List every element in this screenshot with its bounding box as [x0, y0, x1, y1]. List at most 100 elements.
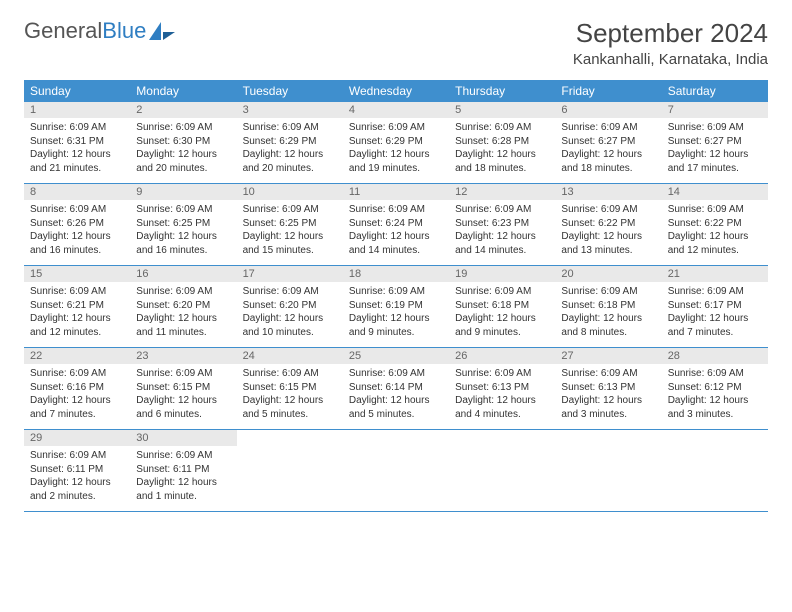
sunset-line: Sunset: 6:29 PM: [349, 135, 443, 149]
day-details: Sunrise: 6:09 AMSunset: 6:30 PMDaylight:…: [130, 118, 236, 183]
daylight-line: Daylight: 12 hours and 18 minutes.: [561, 148, 655, 175]
sunset-line: Sunset: 6:31 PM: [30, 135, 124, 149]
day-details: Sunrise: 6:09 AMSunset: 6:21 PMDaylight:…: [24, 282, 130, 347]
calendar-cell: 22Sunrise: 6:09 AMSunset: 6:16 PMDayligh…: [24, 348, 130, 430]
brand-part2: Blue: [102, 18, 146, 44]
daylight-line: Daylight: 12 hours and 10 minutes.: [243, 312, 337, 339]
sunrise-line: Sunrise: 6:09 AM: [243, 367, 337, 381]
calendar-row: 22Sunrise: 6:09 AMSunset: 6:16 PMDayligh…: [24, 348, 768, 430]
month-title: September 2024: [573, 18, 768, 49]
day-number: 19: [449, 266, 555, 282]
calendar-row: 29Sunrise: 6:09 AMSunset: 6:11 PMDayligh…: [24, 430, 768, 512]
calendar-cell: 6Sunrise: 6:09 AMSunset: 6:27 PMDaylight…: [555, 102, 661, 184]
day-details: Sunrise: 6:09 AMSunset: 6:15 PMDaylight:…: [130, 364, 236, 429]
sunrise-line: Sunrise: 6:09 AM: [243, 285, 337, 299]
weekday-header: Saturday: [662, 80, 768, 102]
calendar-cell: 30Sunrise: 6:09 AMSunset: 6:11 PMDayligh…: [130, 430, 236, 512]
calendar-cell: 29Sunrise: 6:09 AMSunset: 6:11 PMDayligh…: [24, 430, 130, 512]
sunrise-line: Sunrise: 6:09 AM: [668, 203, 762, 217]
sunrise-line: Sunrise: 6:09 AM: [30, 367, 124, 381]
sunrise-line: Sunrise: 6:09 AM: [561, 121, 655, 135]
day-number: 6: [555, 102, 661, 118]
calendar-cell: 15Sunrise: 6:09 AMSunset: 6:21 PMDayligh…: [24, 266, 130, 348]
day-number: 14: [662, 184, 768, 200]
calendar-cell: 9Sunrise: 6:09 AMSunset: 6:25 PMDaylight…: [130, 184, 236, 266]
daylight-line: Daylight: 12 hours and 9 minutes.: [455, 312, 549, 339]
day-details: Sunrise: 6:09 AMSunset: 6:23 PMDaylight:…: [449, 200, 555, 265]
daylight-line: Daylight: 12 hours and 15 minutes.: [243, 230, 337, 257]
sunrise-line: Sunrise: 6:09 AM: [455, 285, 549, 299]
calendar-cell: 7Sunrise: 6:09 AMSunset: 6:27 PMDaylight…: [662, 102, 768, 184]
day-number: 12: [449, 184, 555, 200]
daylight-line: Daylight: 12 hours and 16 minutes.: [136, 230, 230, 257]
day-details: Sunrise: 6:09 AMSunset: 6:15 PMDaylight:…: [237, 364, 343, 429]
daylight-line: Daylight: 12 hours and 14 minutes.: [455, 230, 549, 257]
day-details: Sunrise: 6:09 AMSunset: 6:11 PMDaylight:…: [130, 446, 236, 511]
sunrise-line: Sunrise: 6:09 AM: [349, 367, 443, 381]
weekday-header: Tuesday: [237, 80, 343, 102]
sunrise-line: Sunrise: 6:09 AM: [243, 121, 337, 135]
day-details: Sunrise: 6:09 AMSunset: 6:14 PMDaylight:…: [343, 364, 449, 429]
calendar-cell: 18Sunrise: 6:09 AMSunset: 6:19 PMDayligh…: [343, 266, 449, 348]
day-details: Sunrise: 6:09 AMSunset: 6:31 PMDaylight:…: [24, 118, 130, 183]
sunrise-line: Sunrise: 6:09 AM: [30, 285, 124, 299]
sunrise-line: Sunrise: 6:09 AM: [349, 285, 443, 299]
sunset-line: Sunset: 6:24 PM: [349, 217, 443, 231]
weekday-header: Wednesday: [343, 80, 449, 102]
sunset-line: Sunset: 6:20 PM: [243, 299, 337, 313]
sunset-line: Sunset: 6:28 PM: [455, 135, 549, 149]
sunrise-line: Sunrise: 6:09 AM: [30, 121, 124, 135]
day-details: Sunrise: 6:09 AMSunset: 6:18 PMDaylight:…: [555, 282, 661, 347]
sunset-line: Sunset: 6:30 PM: [136, 135, 230, 149]
sunrise-line: Sunrise: 6:09 AM: [243, 203, 337, 217]
daylight-line: Daylight: 12 hours and 5 minutes.: [349, 394, 443, 421]
day-number: 10: [237, 184, 343, 200]
day-details: Sunrise: 6:09 AMSunset: 6:22 PMDaylight:…: [662, 200, 768, 265]
calendar-cell: 16Sunrise: 6:09 AMSunset: 6:20 PMDayligh…: [130, 266, 236, 348]
calendar-cell: 13Sunrise: 6:09 AMSunset: 6:22 PMDayligh…: [555, 184, 661, 266]
calendar-cell: 14Sunrise: 6:09 AMSunset: 6:22 PMDayligh…: [662, 184, 768, 266]
day-number: 2: [130, 102, 236, 118]
day-details: Sunrise: 6:09 AMSunset: 6:20 PMDaylight:…: [237, 282, 343, 347]
daylight-line: Daylight: 12 hours and 1 minute.: [136, 476, 230, 503]
daylight-line: Daylight: 12 hours and 20 minutes.: [243, 148, 337, 175]
daylight-line: Daylight: 12 hours and 20 minutes.: [136, 148, 230, 175]
sunrise-line: Sunrise: 6:09 AM: [349, 121, 443, 135]
sunrise-line: Sunrise: 6:09 AM: [30, 203, 124, 217]
day-details: Sunrise: 6:09 AMSunset: 6:20 PMDaylight:…: [130, 282, 236, 347]
day-number: 4: [343, 102, 449, 118]
daylight-line: Daylight: 12 hours and 14 minutes.: [349, 230, 443, 257]
day-number: 30: [130, 430, 236, 446]
day-details: Sunrise: 6:09 AMSunset: 6:12 PMDaylight:…: [662, 364, 768, 429]
calendar-cell: 27Sunrise: 6:09 AMSunset: 6:13 PMDayligh…: [555, 348, 661, 430]
daylight-line: Daylight: 12 hours and 7 minutes.: [668, 312, 762, 339]
calendar-cell: 4Sunrise: 6:09 AMSunset: 6:29 PMDaylight…: [343, 102, 449, 184]
sunset-line: Sunset: 6:13 PM: [561, 381, 655, 395]
sunset-line: Sunset: 6:16 PM: [30, 381, 124, 395]
sunset-line: Sunset: 6:25 PM: [136, 217, 230, 231]
day-number: 29: [24, 430, 130, 446]
sunrise-line: Sunrise: 6:09 AM: [30, 449, 124, 463]
day-number: 25: [343, 348, 449, 364]
sunset-line: Sunset: 6:18 PM: [455, 299, 549, 313]
brand-part1: General: [24, 18, 102, 44]
day-details: Sunrise: 6:09 AMSunset: 6:24 PMDaylight:…: [343, 200, 449, 265]
calendar-cell: 28Sunrise: 6:09 AMSunset: 6:12 PMDayligh…: [662, 348, 768, 430]
sunrise-line: Sunrise: 6:09 AM: [561, 285, 655, 299]
day-details: Sunrise: 6:09 AMSunset: 6:29 PMDaylight:…: [343, 118, 449, 183]
sunset-line: Sunset: 6:12 PM: [668, 381, 762, 395]
calendar-cell: 2Sunrise: 6:09 AMSunset: 6:30 PMDaylight…: [130, 102, 236, 184]
daylight-line: Daylight: 12 hours and 12 minutes.: [30, 312, 124, 339]
sunset-line: Sunset: 6:19 PM: [349, 299, 443, 313]
day-details: Sunrise: 6:09 AMSunset: 6:29 PMDaylight:…: [237, 118, 343, 183]
calendar-cell: 10 Sunrise: 6:09 AMSunset: 6:25 PMDayligh…: [237, 184, 343, 266]
brand-logo: GeneralBlue: [24, 18, 175, 44]
day-number: 27: [555, 348, 661, 364]
sunset-line: Sunset: 6:25 PM: [243, 217, 337, 231]
day-number: 21: [662, 266, 768, 282]
calendar-cell: 12Sunrise: 6:09 AMSunset: 6:23 PMDayligh…: [449, 184, 555, 266]
sunrise-line: Sunrise: 6:09 AM: [136, 449, 230, 463]
daylight-line: Daylight: 12 hours and 8 minutes.: [561, 312, 655, 339]
calendar-cell: [555, 430, 661, 512]
weekday-header: Thursday: [449, 80, 555, 102]
